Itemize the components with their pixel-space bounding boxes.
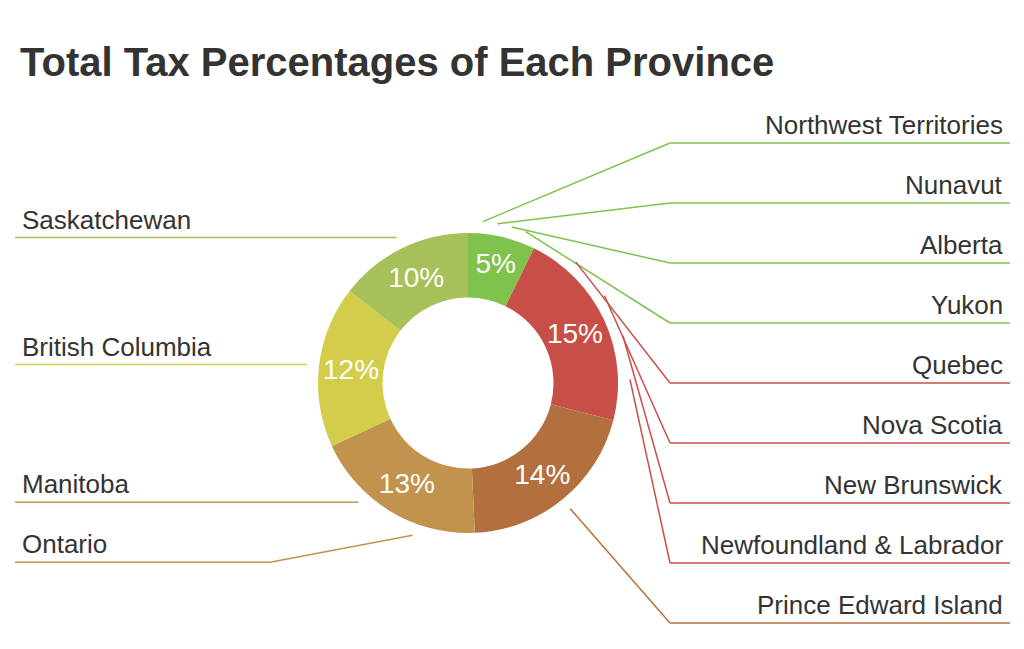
svg-text:Saskatchewan: Saskatchewan xyxy=(22,205,191,235)
svg-text:New Brunswick: New Brunswick xyxy=(824,470,1003,500)
svg-text:Ontario: Ontario xyxy=(22,529,107,559)
svg-text:Nunavut: Nunavut xyxy=(905,170,1003,200)
svg-text:13%: 13% xyxy=(379,468,435,499)
svg-text:Nova Scotia: Nova Scotia xyxy=(862,410,1003,440)
svg-text:Northwest Territories: Northwest Territories xyxy=(765,110,1003,140)
svg-text:12%: 12% xyxy=(323,354,379,385)
svg-text:Newfoundland & Labrador: Newfoundland & Labrador xyxy=(701,530,1003,560)
svg-text:Total Tax Percentages of Each: Total Tax Percentages of Each Province xyxy=(20,40,774,84)
svg-text:Quebec: Quebec xyxy=(912,350,1003,380)
svg-text:15%: 15% xyxy=(547,318,603,349)
svg-text:Manitoba: Manitoba xyxy=(22,469,129,499)
svg-text:Alberta: Alberta xyxy=(920,230,1003,260)
svg-text:British Columbia: British Columbia xyxy=(22,332,212,362)
svg-text:5%: 5% xyxy=(475,248,515,279)
svg-text:14%: 14% xyxy=(514,459,570,490)
svg-text:Prince Edward Island: Prince Edward Island xyxy=(757,590,1003,620)
svg-text:10%: 10% xyxy=(388,262,444,293)
svg-text:Yukon: Yukon xyxy=(931,290,1003,320)
